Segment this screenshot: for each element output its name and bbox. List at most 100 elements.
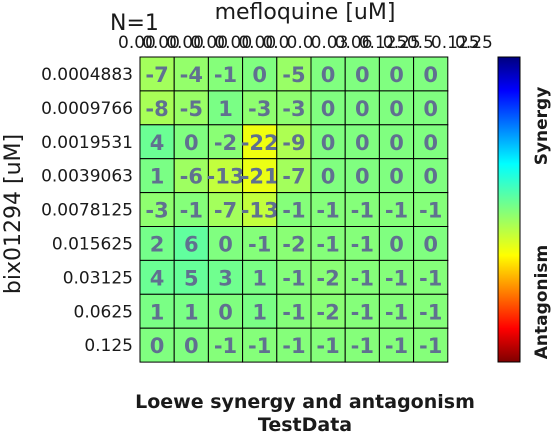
heatmap-cell-value: -6 bbox=[180, 165, 203, 189]
heatmap-cell bbox=[413, 90, 449, 126]
heatmap-cell bbox=[139, 327, 175, 363]
heatmap-cell-value: -1 bbox=[248, 232, 271, 256]
heatmap-cell bbox=[207, 124, 244, 160]
heatmap-cell-value: -4 bbox=[180, 63, 203, 87]
heatmap-cell-value: 1 bbox=[252, 266, 267, 290]
y-tick-label: 0.0039063 bbox=[41, 167, 133, 187]
n-annotation: N=1 bbox=[110, 11, 159, 36]
heatmap-cell bbox=[378, 327, 415, 363]
heatmap-cell-value: -1 bbox=[180, 199, 203, 223]
heatmap-cell bbox=[344, 293, 380, 329]
heatmap-cell bbox=[173, 293, 209, 329]
heatmap-cell-value: -1 bbox=[419, 334, 442, 358]
x-tick-label: 0.00 bbox=[190, 33, 228, 53]
y-tick-label: 0.0625 bbox=[74, 302, 133, 322]
heatmap-cell-value: -5 bbox=[180, 97, 203, 121]
heatmap-cell-value: 1 bbox=[150, 165, 165, 189]
heatmap-cell-value: -1 bbox=[351, 199, 374, 223]
heatmap-cell-value: -7 bbox=[282, 165, 305, 189]
heatmap-cell bbox=[413, 124, 449, 160]
chart-title: Loewe synergy and antagonism bbox=[135, 391, 475, 413]
heatmap-cell-value: -1 bbox=[351, 300, 374, 324]
heatmap-cell-value: -5 bbox=[282, 63, 305, 87]
heatmap-cell-value: -3 bbox=[282, 97, 305, 121]
heatmap-cell-value: 0 bbox=[423, 63, 438, 87]
heatmap-cell bbox=[173, 327, 209, 363]
heatmap-cell-value: -1 bbox=[419, 199, 442, 223]
x-tick-label: 0.25 bbox=[383, 33, 421, 53]
heatmap-grid: -7 -4 -1 0 -5 0 0 0 0-8 -5 1 -3 -3 0 0 0 04 0 -2 -22 -9 0 0 0 01… bbox=[139, 56, 449, 363]
heatmap-cell-value: 4 bbox=[150, 266, 165, 290]
heatmap-cell bbox=[173, 124, 209, 160]
heatmap-cell bbox=[378, 226, 415, 261]
x-axis-label: mefloquine [uM] bbox=[215, 0, 396, 25]
x-tick-label: 0.03 bbox=[311, 33, 349, 53]
heatmap-cell-value: -1 bbox=[351, 266, 374, 290]
x-tick-label: 0.125 bbox=[359, 33, 408, 53]
heatmap-cell bbox=[413, 259, 449, 295]
heatmap-cell bbox=[276, 226, 312, 261]
heatmap-cell-value: -7 bbox=[214, 199, 237, 223]
chart-subtitle: TestData bbox=[258, 414, 352, 436]
heatmap-cell bbox=[344, 327, 380, 363]
heatmap-cell bbox=[378, 293, 415, 329]
x-tick-label: 0.25 bbox=[455, 33, 493, 53]
heatmap-cell-value: 0 bbox=[321, 63, 336, 87]
heatmap-cell bbox=[344, 259, 380, 295]
heatmap-cell-value: -2 bbox=[316, 266, 339, 290]
heatmap-cell-value: -1 bbox=[351, 334, 374, 358]
heatmap-cell bbox=[276, 124, 312, 160]
heatmap-cell-value: -1 bbox=[385, 266, 408, 290]
heatmap-cell-value: -13 bbox=[207, 165, 245, 189]
heatmap-cell-value: 0 bbox=[423, 131, 438, 155]
y-tick-label: 0.03125 bbox=[63, 268, 133, 288]
heatmap-cell-value: -1 bbox=[316, 334, 339, 358]
heatmap-cell-value: 4 bbox=[150, 131, 165, 155]
heatmap-cell-value: 0 bbox=[355, 97, 370, 121]
y-tick-label: 0.0078125 bbox=[41, 201, 133, 221]
heatmap-cell bbox=[276, 90, 312, 126]
x-tick-label: 0.5 bbox=[407, 33, 434, 53]
heatmap-cell bbox=[378, 192, 415, 228]
x-tick-label: 0.0 bbox=[287, 33, 314, 53]
heatmap-cell bbox=[413, 192, 449, 228]
heatmap-cell-value: -8 bbox=[145, 97, 168, 121]
heatmap-cell-value: -13 bbox=[241, 199, 279, 223]
heatmap-cell-value: 0 bbox=[355, 165, 370, 189]
y-tick-label: 0.125 bbox=[84, 336, 133, 356]
heatmap-cell-value: 1 bbox=[218, 97, 233, 121]
heatmap-cell-value: -1 bbox=[316, 232, 339, 256]
heatmap-cell bbox=[344, 192, 380, 228]
heatmap-cell bbox=[310, 124, 346, 160]
heatmap-cell-value: -1 bbox=[214, 63, 237, 87]
heatmap-cell bbox=[310, 90, 346, 126]
heatmap-cell-value: 0 bbox=[389, 131, 404, 155]
heatmap-cell-value: 3 bbox=[218, 266, 233, 290]
y-axis-label: bix01294 [uM] bbox=[1, 134, 26, 294]
x-tick-label: 0.06 bbox=[335, 33, 373, 53]
heatmap-cell-value: 0 bbox=[423, 97, 438, 121]
heatmap-cell-value: -1 bbox=[282, 199, 305, 223]
heatmap-cell-value: -9 bbox=[282, 131, 305, 155]
heatmap-cell bbox=[139, 259, 175, 295]
heatmap-cell bbox=[207, 327, 244, 363]
heatmap-cell bbox=[310, 158, 346, 194]
heatmap-cell-value: -1 bbox=[351, 232, 374, 256]
heatmap-cell bbox=[276, 192, 312, 228]
heatmap-cell-value: 0 bbox=[355, 63, 370, 87]
heatmap-cell-value: -1 bbox=[419, 266, 442, 290]
heatmap-cell-value: -1 bbox=[385, 334, 408, 358]
heatmap-cell-value: 0 bbox=[218, 232, 233, 256]
heatmap-cell-value: 0 bbox=[150, 334, 165, 358]
heatmap-cell-value: 0 bbox=[355, 131, 370, 155]
heatmap-cell-value: -1 bbox=[385, 300, 408, 324]
heatmap-cell-value: 0 bbox=[184, 334, 199, 358]
heatmap-cell-value: -1 bbox=[385, 199, 408, 223]
heatmap-cell-value: 0 bbox=[184, 131, 199, 155]
y-tick-label: 0.0009766 bbox=[41, 99, 133, 119]
heatmap-cell-value: 0 bbox=[389, 97, 404, 121]
heatmap-cell bbox=[242, 124, 278, 160]
x-tick-labels: 0.000.000.000.000.000.000.00.00.030.060.… bbox=[118, 33, 493, 53]
heatmap-cell bbox=[242, 158, 278, 194]
